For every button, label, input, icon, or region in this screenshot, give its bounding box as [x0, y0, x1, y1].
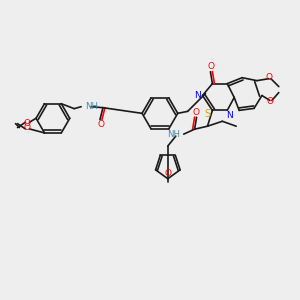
Text: O: O [208, 62, 215, 71]
Text: O: O [266, 73, 272, 82]
Text: O: O [192, 108, 199, 117]
Text: N: N [194, 91, 201, 100]
Text: O: O [98, 120, 104, 129]
Text: NH: NH [167, 130, 180, 139]
Text: O: O [24, 123, 31, 132]
Text: NH: NH [85, 102, 98, 111]
Text: O: O [164, 169, 171, 178]
Text: N: N [226, 111, 232, 120]
Text: O: O [266, 97, 273, 106]
Text: S: S [204, 109, 211, 119]
Text: O: O [24, 119, 31, 128]
